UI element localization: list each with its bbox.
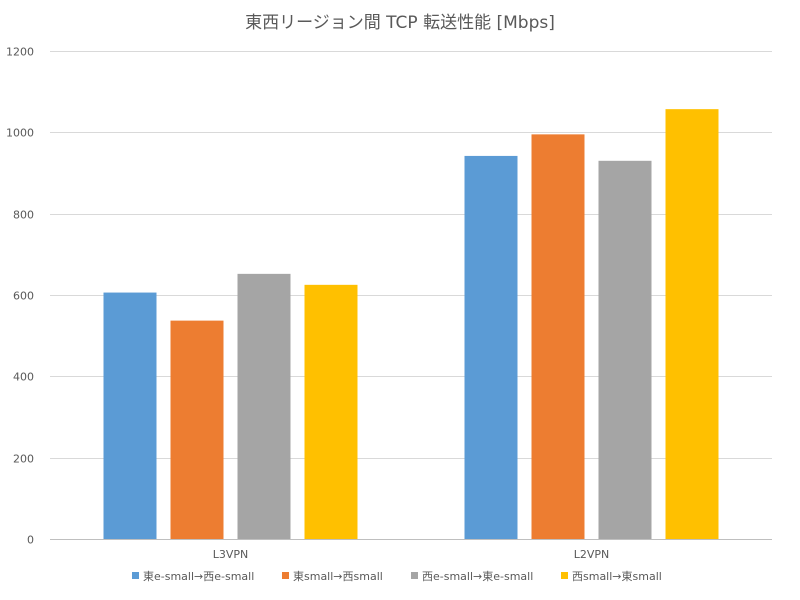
legend-label: 西e-small→東e-small	[422, 570, 533, 583]
legend: 東e-small→西e-small 東small→西small 西e-small→東…	[132, 570, 662, 583]
bar-l2vpn-series-2	[531, 134, 585, 539]
bar-l3vpn-series-3	[237, 273, 291, 539]
y-tick-label: 0	[27, 534, 34, 547]
x-category-label: L3VPN	[213, 548, 249, 561]
y-tick-label: 400	[13, 371, 34, 384]
gridlines	[50, 51, 772, 540]
y-tick-label: 600	[13, 290, 34, 303]
x-category-label: L2VPN	[574, 548, 610, 561]
y-tick-label: 200	[13, 453, 34, 466]
y-tick-label: 1200	[6, 46, 34, 59]
y-axis: 0 200 400 600 800 1000 1200	[6, 46, 34, 547]
legend-swatch	[411, 572, 418, 579]
x-axis: L3VPN L2VPN	[213, 548, 610, 561]
legend-swatch	[282, 572, 289, 579]
chart-title: 東西リージョン間 TCP 転送性能 [Mbps]	[245, 13, 555, 33]
legend-label: 東small→西small	[293, 570, 383, 583]
bar-l2vpn-series-1	[464, 155, 518, 540]
bar-l3vpn-series-4	[304, 284, 358, 539]
bar-l2vpn-series-3	[598, 160, 652, 540]
legend-swatch	[132, 572, 139, 579]
bar-l3vpn-series-2	[170, 320, 224, 539]
legend-label: 西small→東small	[572, 570, 662, 583]
y-tick-label: 800	[13, 209, 34, 222]
y-tick-label: 1000	[6, 127, 34, 140]
bar-l3vpn-series-1	[103, 292, 157, 539]
bars	[103, 109, 719, 540]
legend-swatch	[561, 572, 568, 579]
bar-l2vpn-series-4	[665, 109, 719, 540]
legend-label: 東e-small→西e-small	[143, 570, 254, 583]
